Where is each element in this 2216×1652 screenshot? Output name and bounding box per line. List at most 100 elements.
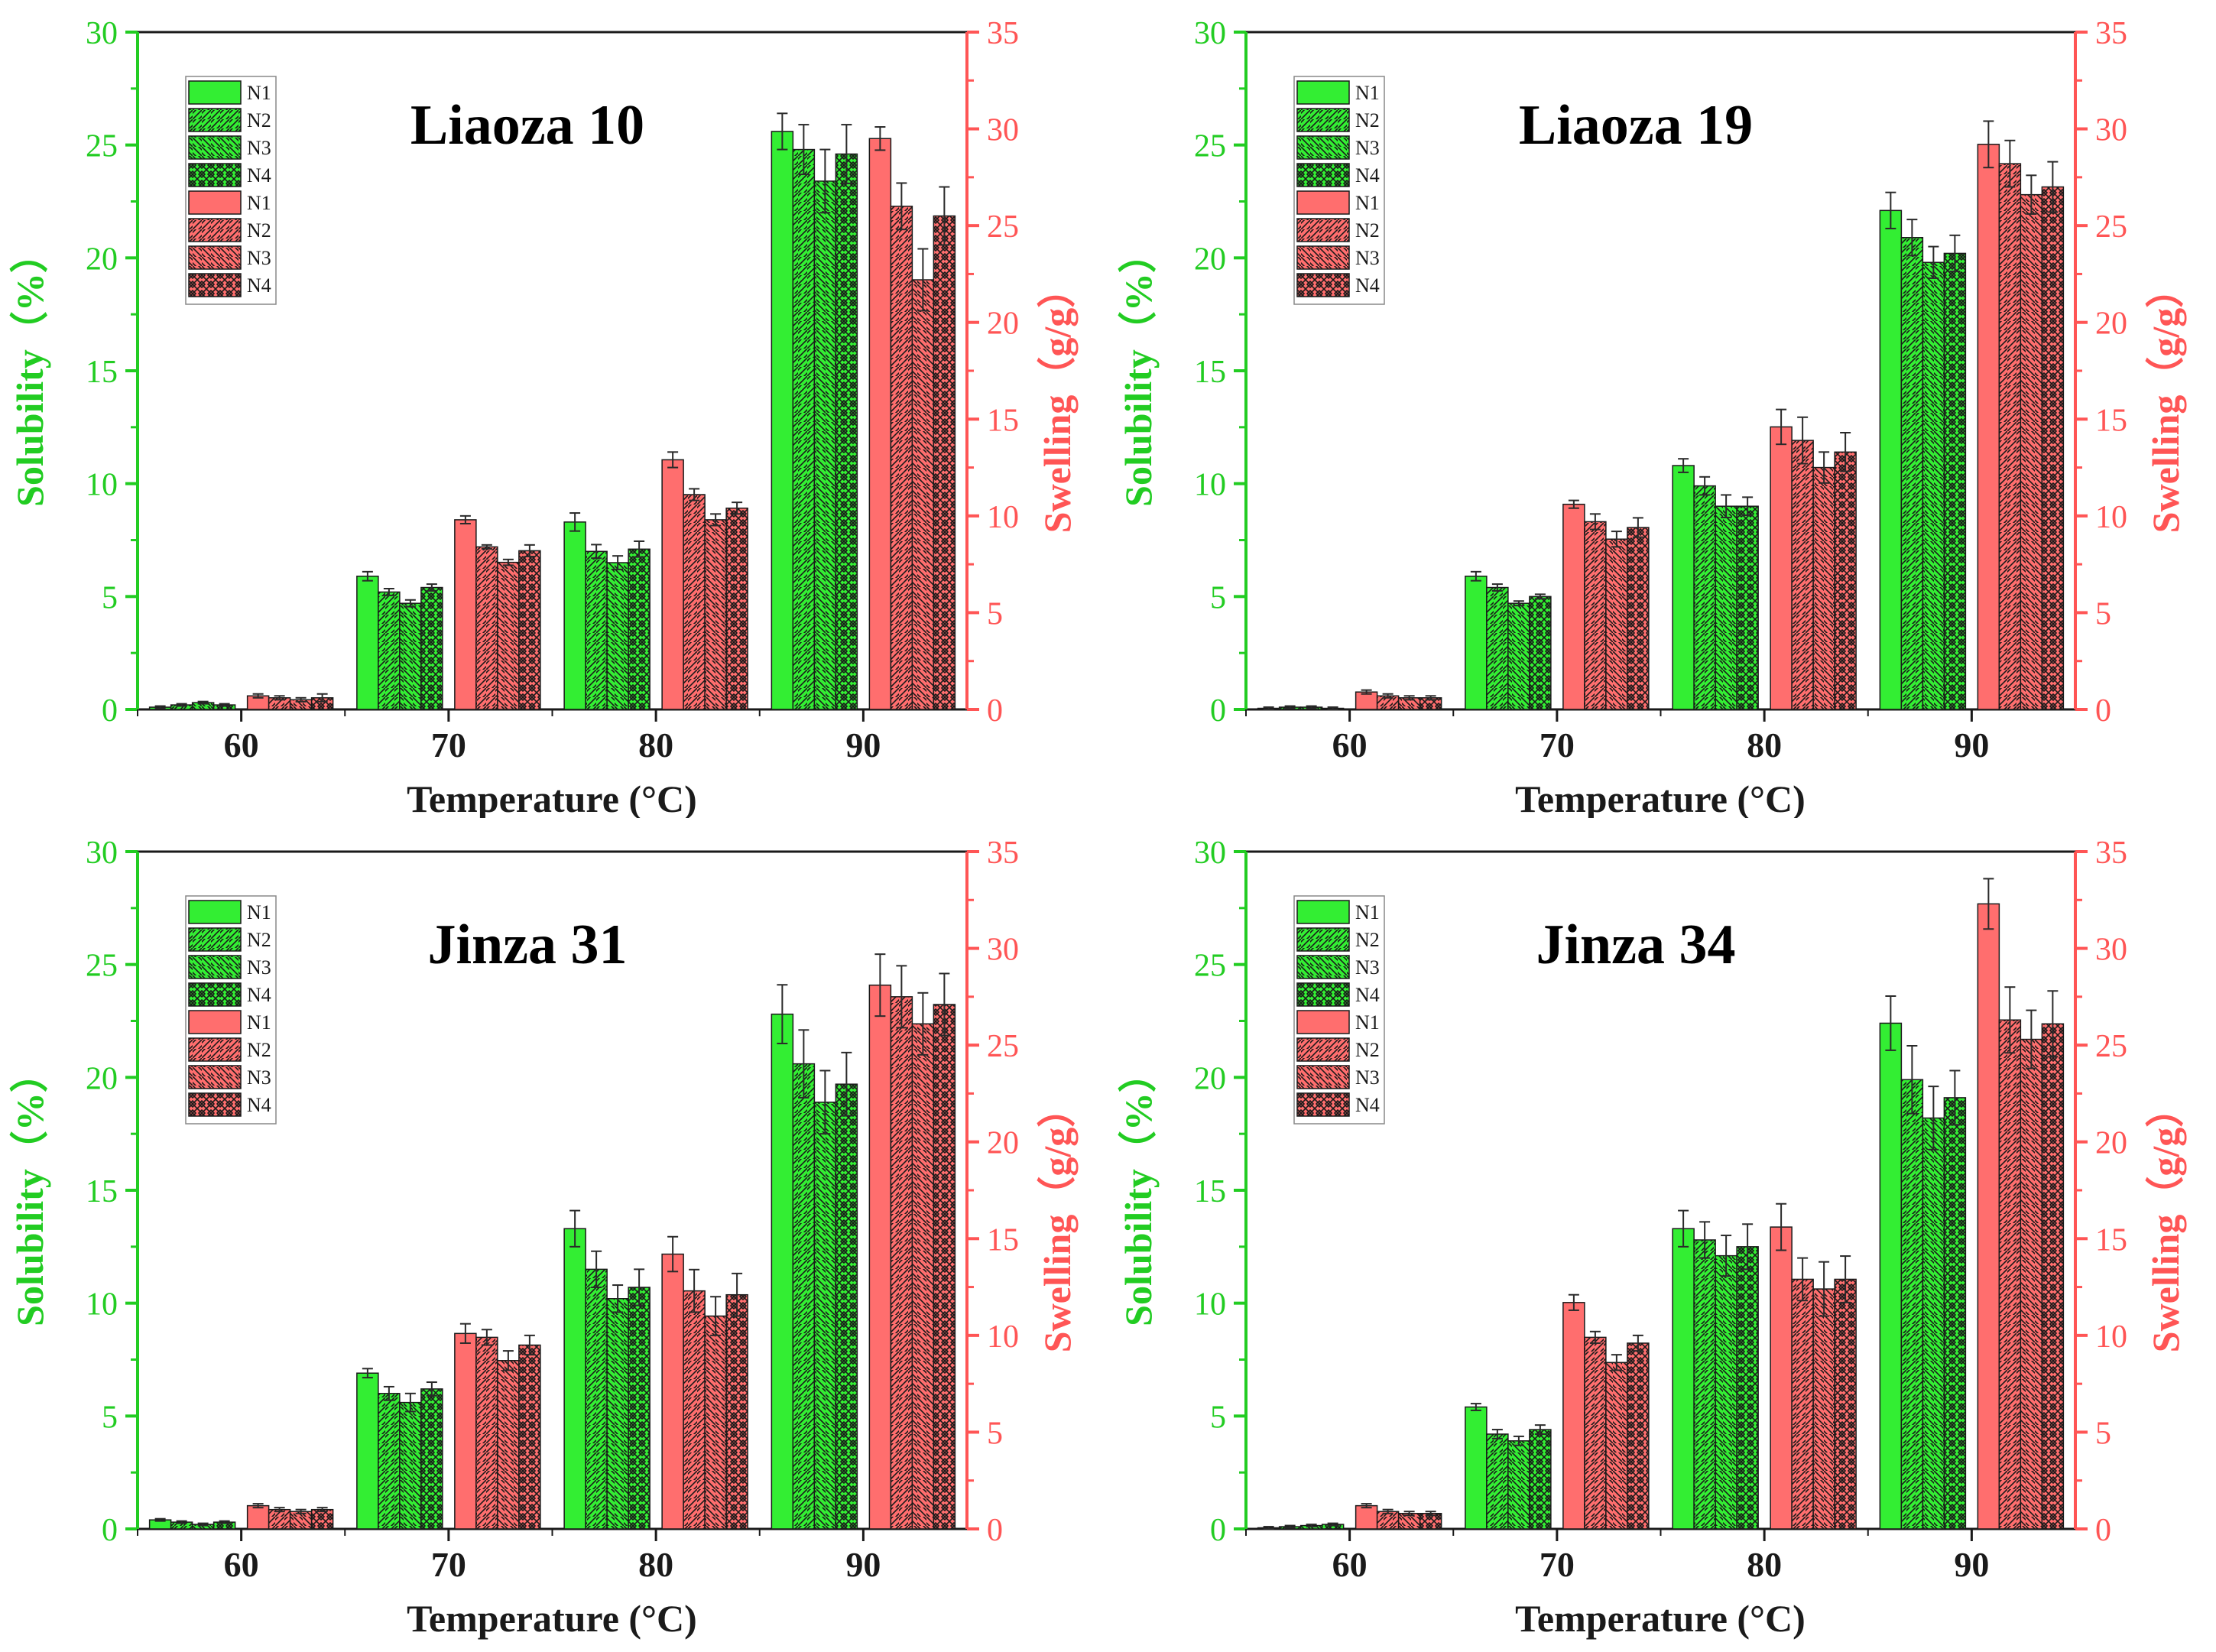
swelling-bar-n1-80 xyxy=(662,459,683,709)
swelling-bar-n4-90 xyxy=(933,216,955,709)
solubility-bar-n4-80 xyxy=(628,549,650,709)
solubility-bar-n3-70 xyxy=(400,603,421,709)
solubility-tick-label: 5 xyxy=(102,1400,118,1435)
legend-label: N4 xyxy=(247,1094,271,1116)
x-tick-label: 80 xyxy=(1747,1545,1782,1584)
x-tick-label: 70 xyxy=(1540,725,1575,764)
swelling-tick-label: 5 xyxy=(987,596,1003,631)
swelling-bar-n3-70 xyxy=(498,563,519,709)
x-tick-label: 60 xyxy=(224,725,259,764)
legend-swatch-swelling-n4 xyxy=(189,1093,241,1116)
swelling-tick-label: 10 xyxy=(2095,500,2127,535)
solubility-tick-label: 0 xyxy=(102,693,118,729)
legend-swatch-swelling-n1 xyxy=(1297,1011,1349,1034)
solubility-bar-n1-80 xyxy=(1673,466,1694,709)
solubility-tick-label: 10 xyxy=(86,468,118,503)
y-axis-label-solubility: Solubility（%） xyxy=(1117,235,1160,507)
solubility-tick-label: 0 xyxy=(1210,693,1226,729)
swelling-tick-label: 20 xyxy=(987,1126,1019,1161)
legend-label: N3 xyxy=(1355,1066,1380,1089)
solubility-tick-label: 15 xyxy=(86,355,118,390)
solubility-bar-n3-80 xyxy=(607,563,628,709)
y-axis-label-solubility: Solubility（%） xyxy=(8,1054,51,1326)
legend-swatch-solubility-n4 xyxy=(189,164,241,187)
solubility-bar-n2-70 xyxy=(1487,588,1508,709)
solubility-tick-label: 30 xyxy=(86,836,118,871)
x-tick-label: 60 xyxy=(224,1545,259,1584)
y-axis-label-swelling: Swelling（g/g） xyxy=(2144,270,2187,533)
swelling-bar-n1-80 xyxy=(1770,1227,1792,1529)
legend-label: N4 xyxy=(1355,164,1380,187)
panel-jinza-34: 0 5 10 15 20 25 30 0 5 10 15 20 25 30 35 60 70 80 90 Jinza … xyxy=(1108,820,2216,1652)
x-tick-label: 90 xyxy=(845,1545,881,1584)
solubility-tick-label: 0 xyxy=(102,1513,118,1548)
solubility-bar-n1-70 xyxy=(357,1373,378,1529)
legend-swatch-solubility-n1 xyxy=(1297,901,1349,923)
x-tick-label: 90 xyxy=(845,725,881,764)
swelling-bar-n3-70 xyxy=(1606,539,1627,709)
solubility-tick-label: 20 xyxy=(86,1061,118,1096)
legend-label: N4 xyxy=(1355,1094,1380,1116)
swelling-bar-n2-70 xyxy=(476,1337,498,1529)
swelling-bar-n4-80 xyxy=(726,508,748,709)
swelling-tick-label: 0 xyxy=(987,1513,1003,1548)
swelling-bar-n2-90 xyxy=(1999,1020,2020,1529)
panel-liaoza-10: 0 5 10 15 20 25 30 0 5 10 15 20 25 30 35 60 70 80 90 Liaoza… xyxy=(0,0,1108,818)
legend-label: N3 xyxy=(247,137,271,159)
swelling-tick-label: 5 xyxy=(987,1416,1003,1451)
swelling-bar-n3-70 xyxy=(498,1361,519,1529)
y-axis-label-swelling: Swelling（g/g） xyxy=(1036,1089,1079,1352)
solubility-bar-n3-80 xyxy=(607,1299,628,1529)
swelling-tick-label: 35 xyxy=(2095,836,2127,871)
swelling-tick-label: 0 xyxy=(2095,693,2111,729)
solubility-tick-label: 25 xyxy=(1194,949,1226,984)
solubility-bar-n1-80 xyxy=(564,522,586,709)
solubility-bar-n2-90 xyxy=(1901,238,1922,709)
solubility-tick-label: 10 xyxy=(1194,1287,1226,1323)
solubility-bar-n4-70 xyxy=(1530,1430,1551,1529)
solubility-tick-label: 20 xyxy=(1194,1061,1226,1096)
legend-label: N3 xyxy=(247,956,271,979)
x-tick-label: 60 xyxy=(1332,1545,1368,1584)
legend-swatch-swelling-n3 xyxy=(1297,1066,1349,1089)
legend-swatch-swelling-n4 xyxy=(1297,274,1349,297)
legend-swatch-solubility-n1 xyxy=(189,901,241,923)
solubility-tick-label: 10 xyxy=(1194,468,1226,503)
legend-swatch-solubility-n4 xyxy=(1297,983,1349,1006)
swelling-tick-label: 15 xyxy=(2095,1222,2127,1258)
swelling-bar-n1-60 xyxy=(248,1506,269,1529)
swelling-bar-n4-70 xyxy=(519,1345,540,1529)
legend-label: N2 xyxy=(1355,109,1380,131)
solubility-tick-label: 10 xyxy=(86,1287,118,1323)
legend-label: N2 xyxy=(1355,219,1380,242)
solubility-bar-n2-80 xyxy=(1694,486,1715,709)
swelling-bar-n2-80 xyxy=(1792,1279,1813,1529)
chart-title: Jinza 34 xyxy=(1536,914,1735,976)
legend-swatch-solubility-n2 xyxy=(1297,109,1349,131)
solubility-tick-label: 15 xyxy=(86,1174,118,1209)
solubility-bar-n1-80 xyxy=(1673,1228,1694,1529)
swelling-tick-label: 0 xyxy=(987,693,1003,729)
swelling-bar-n1-60 xyxy=(1356,1506,1377,1529)
legend-swatch-solubility-n1 xyxy=(1297,81,1349,104)
solubility-bar-n2-80 xyxy=(586,1269,607,1529)
legend-label: N2 xyxy=(1355,929,1380,951)
swelling-bar-n1-70 xyxy=(455,520,476,709)
swelling-tick-label: 30 xyxy=(2095,113,2127,148)
swelling-bar-n4-70 xyxy=(519,550,540,709)
x-tick-label: 70 xyxy=(431,725,466,764)
swelling-bar-n2-90 xyxy=(891,997,912,1529)
legend-label: N2 xyxy=(247,219,271,242)
swelling-tick-label: 20 xyxy=(2095,1126,2127,1161)
swelling-tick-label: 10 xyxy=(987,1319,1019,1355)
legend-label: N2 xyxy=(247,929,271,951)
swelling-bar-n1-90 xyxy=(1978,904,1999,1529)
legend-label: N4 xyxy=(247,984,271,1006)
x-tick-label: 60 xyxy=(1332,725,1368,764)
swelling-bar-n3-80 xyxy=(705,1316,726,1529)
solubility-bar-n4-90 xyxy=(1944,253,1965,709)
swelling-bar-n3-90 xyxy=(912,280,933,709)
chart-title: Liaoza 10 xyxy=(410,94,644,157)
swelling-tick-label: 35 xyxy=(987,836,1019,871)
legend-label: N3 xyxy=(1355,137,1380,159)
